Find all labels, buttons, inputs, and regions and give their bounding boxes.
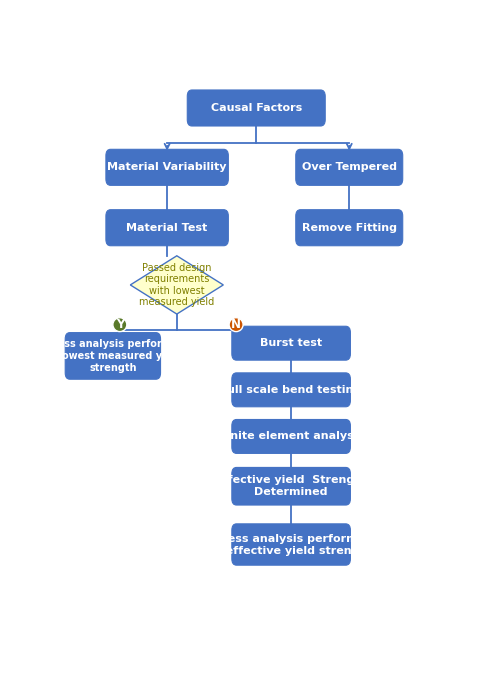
FancyBboxPatch shape — [296, 149, 403, 185]
FancyBboxPatch shape — [106, 149, 228, 185]
Text: Over Tempered: Over Tempered — [302, 162, 397, 172]
Ellipse shape — [113, 318, 127, 332]
FancyBboxPatch shape — [188, 90, 325, 126]
FancyBboxPatch shape — [106, 210, 228, 246]
Text: Full scale bend testing: Full scale bend testing — [220, 385, 362, 395]
FancyBboxPatch shape — [65, 332, 160, 379]
Ellipse shape — [229, 318, 243, 332]
Text: Material Test: Material Test — [126, 223, 208, 233]
FancyBboxPatch shape — [232, 326, 350, 360]
Text: Finite element analysis: Finite element analysis — [218, 431, 364, 442]
Text: Stress analysis performed
at effective yield strength: Stress analysis performed at effective y… — [209, 533, 373, 555]
FancyBboxPatch shape — [232, 524, 350, 565]
Polygon shape — [130, 256, 224, 314]
Text: Remove Fitting: Remove Fitting — [302, 223, 397, 233]
Text: Material Variability: Material Variability — [108, 162, 227, 172]
Text: Burst test: Burst test — [260, 338, 322, 348]
Text: Stress analysis performed
at lowest measured yield
strength: Stress analysis performed at lowest meas… — [40, 339, 185, 373]
Text: Effective yield  Strength
Determined: Effective yield Strength Determined — [215, 475, 368, 497]
Text: Causal Factors: Causal Factors — [210, 103, 302, 113]
Text: Y: Y — [116, 318, 124, 331]
FancyBboxPatch shape — [232, 467, 350, 505]
FancyBboxPatch shape — [232, 373, 350, 407]
FancyBboxPatch shape — [296, 210, 403, 246]
FancyBboxPatch shape — [232, 420, 350, 453]
Text: N: N — [231, 318, 241, 331]
Text: Passed design
requirements
with lowest
measured yield: Passed design requirements with lowest m… — [139, 263, 214, 308]
